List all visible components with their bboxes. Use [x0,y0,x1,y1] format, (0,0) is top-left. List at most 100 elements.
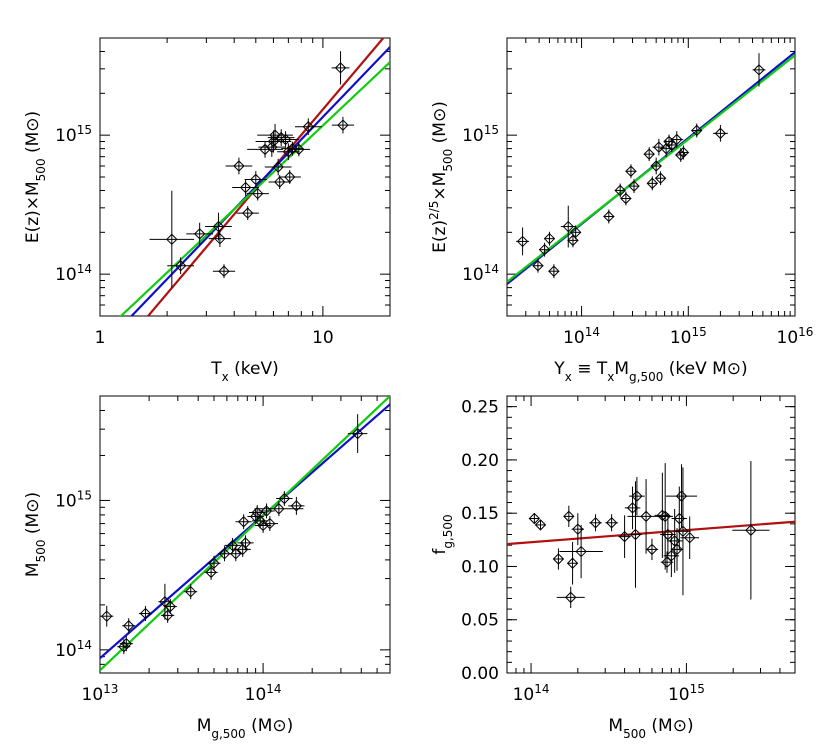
diamond-marker [646,177,659,190]
x-tick-base: 10 [777,328,799,348]
data-point [571,513,585,546]
data-point [625,164,637,179]
fit-line [146,38,385,316]
data-point [254,501,304,517]
data-point [675,467,691,596]
diamond-marker [653,141,665,153]
x-tick-exp: 16 [798,325,813,339]
diamond-marker [675,149,687,161]
x-tick-label: 1015 [668,682,705,705]
data-point [246,186,269,201]
data-point [567,233,579,248]
data-point [752,53,766,87]
diamond-marker [640,510,652,523]
x-tick-label: 1014 [563,325,600,348]
data-point [100,605,114,627]
diamond-marker [123,620,135,632]
fit-line [100,396,390,672]
x-axis-label-part: ⊙ [727,359,741,379]
diamond-marker [618,530,631,543]
diamond-marker [218,265,230,277]
y-tick-label: 0.10 [461,557,499,577]
data-point [217,546,232,562]
diamond-marker [233,160,245,172]
x-axis-label-part: ) [741,359,748,379]
diamond-marker [226,539,239,552]
data-point [516,227,529,256]
x-axis-label-part: (keV) [229,359,279,379]
diamond-marker [629,528,642,541]
data-point [257,124,293,147]
diamond-marker [269,129,281,141]
x-tick-label: 1014 [245,682,282,705]
data-point [236,206,259,221]
data-point [563,505,575,528]
data-point [534,519,547,531]
diamond-marker [654,172,667,184]
y-tick-label: 1015 [55,123,92,146]
y-axis-label-part: (M [23,132,43,159]
data-point [288,496,305,515]
data-point [666,508,683,573]
y-axis-label: M500 (M⊙) [23,492,48,577]
diamond-marker [538,243,551,256]
x-axis-label-part: g,500 [211,727,245,741]
data-point [331,51,350,85]
y-axis-label-part: (M [23,513,43,540]
y-tick-exp: 15 [77,488,92,502]
diamond-marker [334,62,347,74]
data-point [258,503,275,519]
data-point [543,231,556,246]
plot-frame [99,37,391,317]
fit-line [507,520,795,546]
x-axis-label-part: (M [246,716,273,736]
x-axis-label-part: ⊙ [272,716,286,736]
plot-area [507,51,795,285]
diamond-marker [603,210,615,223]
data-point [712,125,728,142]
data-point [556,586,585,609]
data-point [229,546,243,562]
data-point [646,176,659,191]
data-point [272,131,299,148]
x-axis-label: Tx (keV) [210,359,279,384]
diamond-marker [208,557,220,569]
diamond-marker [662,528,674,541]
data-point [618,515,631,558]
diamond-marker [534,519,547,531]
data-point [528,512,541,525]
y-axis-label-part: ×M [430,172,450,201]
diamond-marker [675,490,688,502]
y-tick-exp: 14 [77,262,92,276]
y-tick-base: 10 [462,265,484,285]
x-axis-label-part: x [222,370,229,384]
data-point [161,607,175,623]
plot-area [507,460,795,609]
x-axis-label-part: M [197,716,212,736]
diamond-marker [284,171,296,183]
diamond-marker [185,585,197,598]
data-point [691,123,703,138]
y-axis-label-part: ) [23,111,43,118]
data-point [552,548,565,570]
diamond-marker [259,143,271,156]
x-tick-base: 10 [563,328,585,348]
x-axis-label-part: M [608,716,623,736]
x-axis-label-part: ≡ T [572,359,608,379]
diamond-marker [166,233,178,246]
diamond-marker [567,234,579,247]
diamond-marker [139,607,152,620]
diamond-marker [714,127,727,140]
x-tick-exp: 15 [691,325,706,339]
data-point [643,147,655,162]
diamond-marker [671,133,683,146]
data-point [235,514,252,530]
diamond-marker [239,181,252,194]
data-point [294,118,322,136]
x-tick-exp: 13 [103,682,118,696]
data-point [654,171,667,186]
